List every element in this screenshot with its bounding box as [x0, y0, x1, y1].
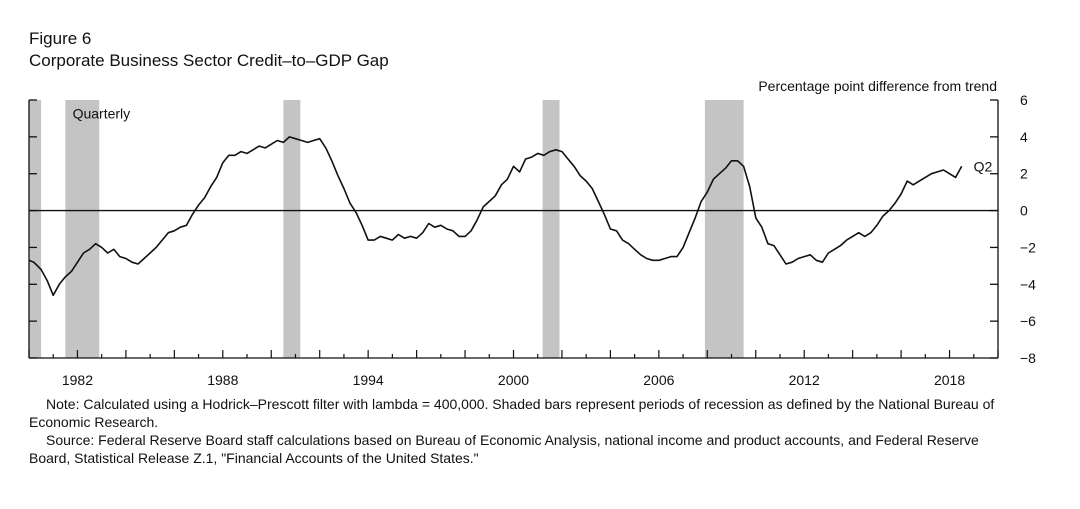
x-tick-label: 1982 [62, 372, 93, 388]
x-tick-label: 2018 [934, 372, 965, 388]
recession-bars [29, 100, 744, 358]
recession-bar-2 [65, 100, 100, 358]
y-axis-ticks: 6 4 2 0 −2 −4 −6 −8 [29, 92, 1036, 366]
frequency-label: Quarterly [73, 105, 131, 121]
y-tick-label: 4 [1020, 129, 1028, 145]
source-text: Source: Federal Reserve Board staff calc… [29, 432, 979, 466]
x-tick-label: 2012 [789, 372, 820, 388]
x-tick-label: 1988 [207, 372, 238, 388]
recession-bar-5 [704, 100, 744, 358]
y-tick-label: −8 [1020, 350, 1036, 366]
x-axis-ticks: 1982 1988 1994 2000 2006 2012 2018 [28, 350, 999, 388]
y-tick-label: −4 [1020, 276, 1036, 292]
x-tick-label: 2000 [498, 372, 529, 388]
recession-bar-3 [283, 100, 301, 358]
note-text: Note: Calculated using a Hodrick–Prescot… [29, 396, 995, 430]
figure-number: Figure 6 [29, 29, 92, 48]
x-tick-label: 2006 [643, 372, 674, 388]
figure-title: Corporate Business Sector Credit–to–GDP … [29, 51, 389, 70]
recession-bar-1 [29, 100, 42, 358]
notes-block: Note: Calculated using a Hodrick–Prescot… [29, 395, 1019, 467]
y-tick-label: 0 [1020, 203, 1028, 219]
y-tick-label: −6 [1020, 313, 1036, 329]
series-line-credit-gap [28, 136, 963, 297]
y-tick-label: 6 [1020, 92, 1028, 108]
series-end-label: Q2 [974, 158, 993, 174]
y-tick-label: 2 [1020, 166, 1028, 182]
recession-bar-4 [542, 100, 560, 358]
y-axis-units-label: Percentage point difference from trend [758, 78, 997, 94]
x-tick-label: 1994 [353, 372, 384, 388]
y-tick-label: −2 [1020, 239, 1036, 255]
plot-frame [28, 100, 999, 359]
